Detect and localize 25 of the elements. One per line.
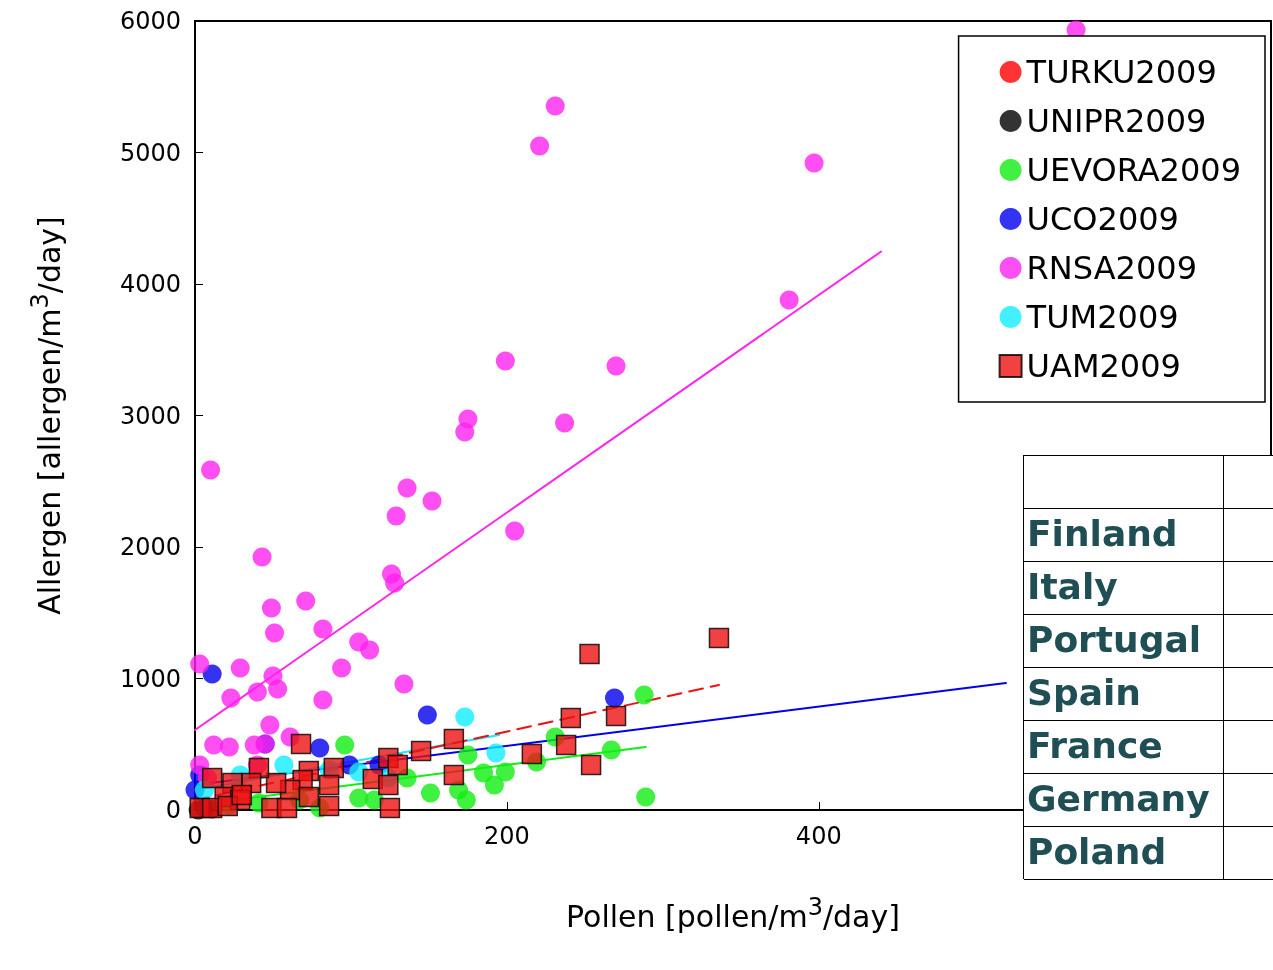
y-tick-label: 5000: [119, 138, 181, 167]
annotation: Portugal: [1027, 618, 1202, 662]
text: Poland: [1027, 830, 1167, 874]
y-tick-label: 1000: [119, 664, 181, 693]
x-tick-label: 400: [795, 822, 842, 850]
legend-label: UCO2009: [1026, 200, 1179, 238]
annotation: Germany: [1027, 777, 1210, 821]
y-tick-label: 6000: [119, 7, 181, 35]
legend-label: TURKU2009: [1025, 53, 1217, 91]
x-tick-label: 200: [483, 822, 530, 850]
legend-label: UNIPR2009: [1026, 102, 1207, 140]
annotation: Spain: [1027, 671, 1141, 715]
legend-label: RNSA2009: [1026, 249, 1197, 287]
y-tick-label: 0: [165, 796, 181, 824]
legend-label: UEVORA2009: [1026, 151, 1241, 189]
y-tick-label: 3000: [119, 401, 181, 430]
annotation: Italy: [1027, 565, 1118, 609]
y-axis-title: Allergen [allergen/m3/day]: [26, 216, 67, 615]
legend-label: UAM2009: [1026, 347, 1181, 385]
y-tick-label: 4000: [119, 270, 181, 298]
annotation: France: [1027, 724, 1163, 768]
legend-label: TUM2009: [1025, 298, 1179, 336]
x-tick-label: 0: [187, 822, 203, 850]
annotation: Finland: [1027, 512, 1178, 556]
y-tick-label: 2000: [119, 533, 181, 561]
